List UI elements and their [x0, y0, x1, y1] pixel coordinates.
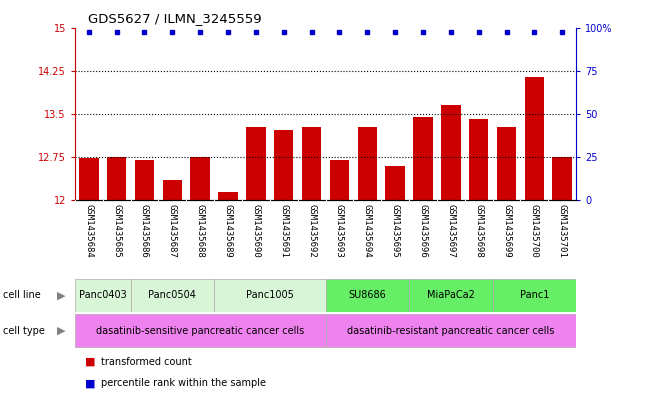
- Text: GSM1435684: GSM1435684: [84, 204, 93, 258]
- Text: Panc0403: Panc0403: [79, 290, 126, 300]
- Text: GSM1435685: GSM1435685: [112, 204, 121, 258]
- Bar: [409, 279, 493, 312]
- Bar: [357, 127, 377, 200]
- Bar: [525, 77, 544, 200]
- Text: GSM1435701: GSM1435701: [558, 204, 567, 258]
- Bar: [385, 166, 405, 200]
- Text: cell line: cell line: [3, 290, 41, 300]
- Bar: [469, 119, 488, 200]
- Bar: [553, 157, 572, 200]
- Bar: [75, 279, 131, 312]
- Text: SU8686: SU8686: [348, 290, 386, 300]
- Text: GSM1435693: GSM1435693: [335, 204, 344, 258]
- Bar: [246, 127, 266, 200]
- Text: ■: ■: [85, 356, 95, 367]
- Bar: [493, 279, 576, 312]
- Text: ■: ■: [85, 378, 95, 388]
- Text: dasatinib-resistant pancreatic cancer cells: dasatinib-resistant pancreatic cancer ce…: [347, 326, 555, 336]
- Text: GSM1435690: GSM1435690: [251, 204, 260, 258]
- Text: Panc0504: Panc0504: [148, 290, 196, 300]
- Text: GSM1435691: GSM1435691: [279, 204, 288, 258]
- Text: GSM1435698: GSM1435698: [474, 204, 483, 258]
- Text: GSM1435695: GSM1435695: [391, 204, 400, 258]
- Text: transformed count: transformed count: [101, 356, 191, 367]
- Text: GSM1435687: GSM1435687: [168, 204, 177, 258]
- Bar: [214, 279, 326, 312]
- Bar: [274, 130, 294, 200]
- Bar: [75, 314, 326, 347]
- Text: cell type: cell type: [3, 326, 45, 336]
- Text: GSM1435697: GSM1435697: [447, 204, 455, 258]
- Bar: [326, 314, 576, 347]
- Bar: [441, 105, 460, 200]
- Bar: [79, 158, 98, 200]
- Bar: [107, 157, 126, 200]
- Text: GSM1435689: GSM1435689: [223, 204, 232, 258]
- Text: GSM1435692: GSM1435692: [307, 204, 316, 258]
- Text: GSM1435694: GSM1435694: [363, 204, 372, 258]
- Text: Panc1: Panc1: [519, 290, 549, 300]
- Bar: [329, 160, 349, 200]
- Bar: [191, 157, 210, 200]
- Text: GSM1435700: GSM1435700: [530, 204, 539, 258]
- Text: dasatinib-sensitive pancreatic cancer cells: dasatinib-sensitive pancreatic cancer ce…: [96, 326, 304, 336]
- Bar: [218, 192, 238, 200]
- Text: ▶: ▶: [57, 326, 66, 336]
- Bar: [326, 279, 409, 312]
- Text: GSM1435696: GSM1435696: [419, 204, 428, 258]
- Text: GDS5627 / ILMN_3245559: GDS5627 / ILMN_3245559: [88, 12, 262, 25]
- Bar: [413, 118, 433, 200]
- Text: MiaPaCa2: MiaPaCa2: [427, 290, 475, 300]
- Bar: [302, 127, 322, 200]
- Text: GSM1435686: GSM1435686: [140, 204, 149, 258]
- Text: GSM1435699: GSM1435699: [502, 204, 511, 258]
- Text: GSM1435688: GSM1435688: [196, 204, 204, 258]
- Bar: [497, 127, 516, 200]
- Text: ▶: ▶: [57, 290, 66, 300]
- Text: percentile rank within the sample: percentile rank within the sample: [101, 378, 266, 388]
- Bar: [131, 279, 214, 312]
- Bar: [135, 160, 154, 200]
- Text: Panc1005: Panc1005: [246, 290, 294, 300]
- Bar: [163, 180, 182, 200]
